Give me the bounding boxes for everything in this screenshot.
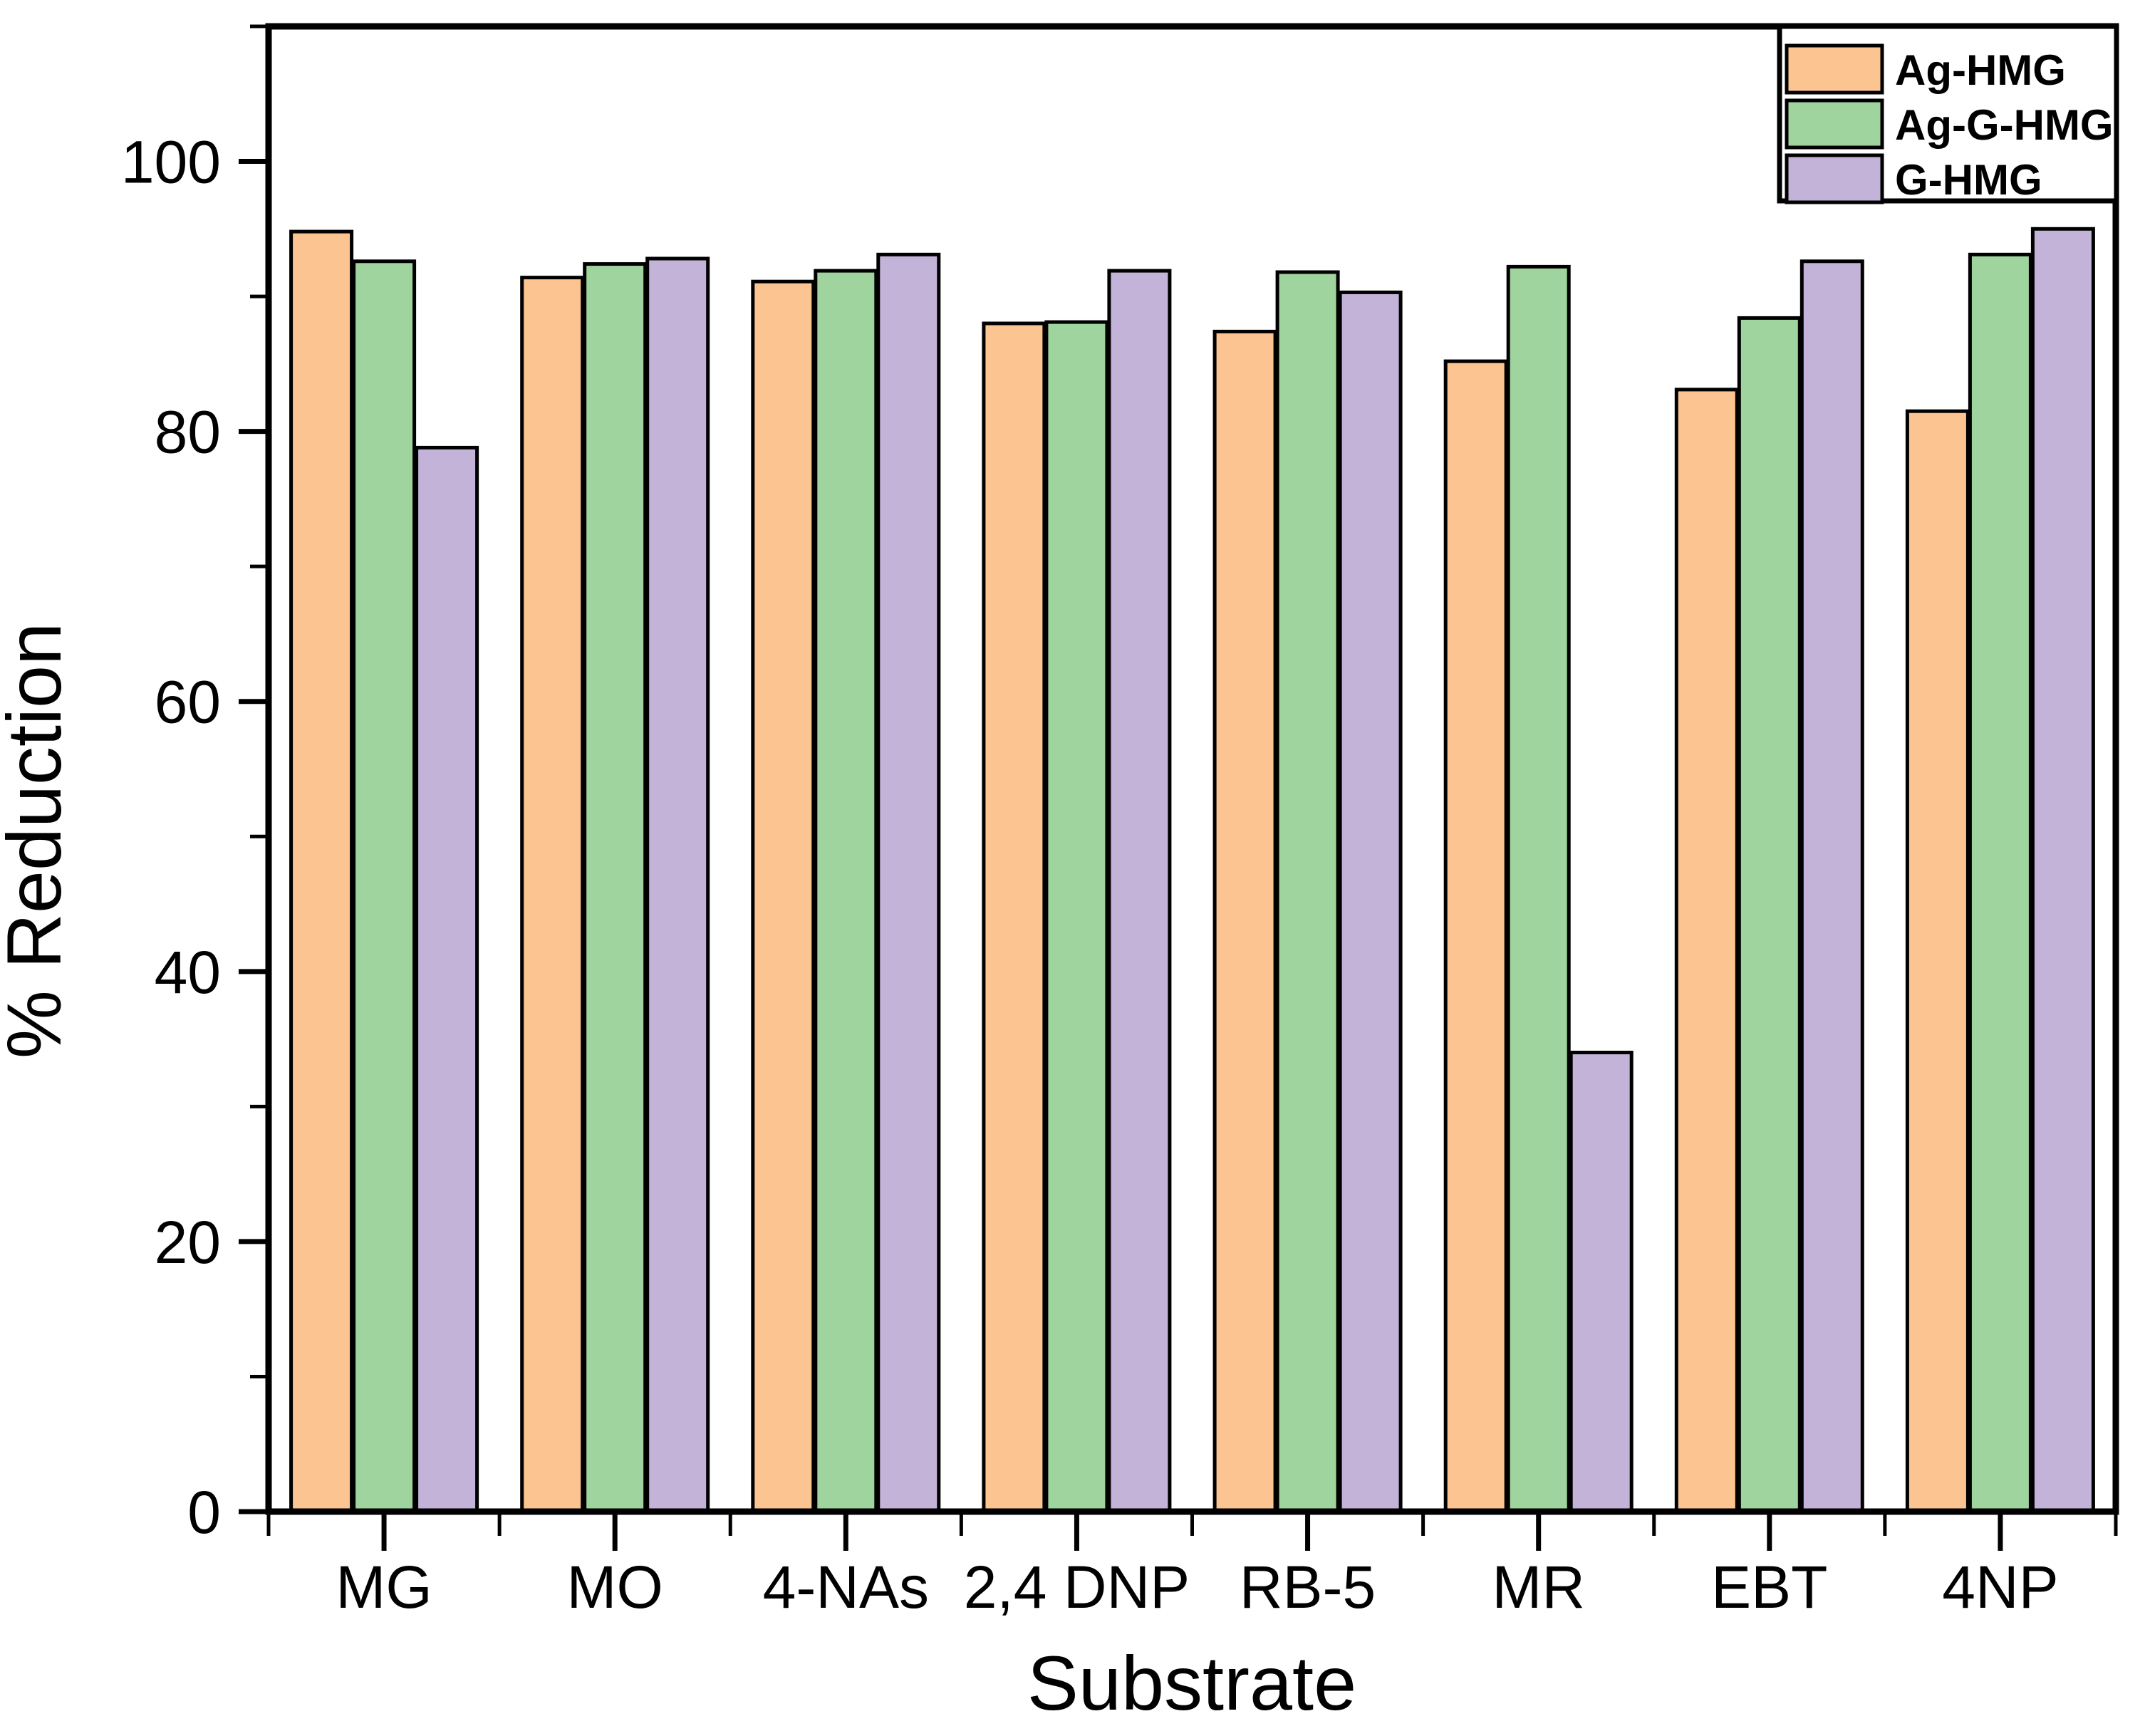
- bar-MO-G-HMG: [645, 256, 710, 1514]
- bar-RB-5-Ag-HMG: [1212, 329, 1277, 1514]
- y-tick-label-60: 60: [155, 669, 221, 736]
- bar-group-EBT: [1674, 259, 1864, 1514]
- bar-MG-G-HMG: [415, 445, 479, 1514]
- bar-MG-Ag-G-HMG: [352, 259, 417, 1514]
- bar-MO-Ag-HMG: [520, 276, 585, 1514]
- x-tick-label-2,4 DNP: 2,4 DNP: [964, 1554, 1190, 1621]
- bar-RB-5-Ag-G-HMG: [1275, 270, 1340, 1514]
- legend-entry-Ag-G-HMG: Ag-G-HMG: [1785, 98, 2114, 150]
- bar-EBT-G-HMG: [1799, 259, 1864, 1514]
- bar-group-4NP: [1905, 227, 2095, 1514]
- x-tick-label-4-NAs: 4-NAs: [763, 1554, 929, 1621]
- bar-EBT-Ag-HMG: [1674, 388, 1739, 1514]
- y-tick-label-0: 0: [187, 1479, 221, 1546]
- x-axis-ticks: MG MO 4-NAs 2,4 DNP RB-5 MR EBT 4NP: [266, 1512, 2118, 1621]
- legend-entry-G-HMG: G-HMG: [1785, 153, 2042, 204]
- x-tick-label-MO: MO: [567, 1554, 663, 1621]
- legend-swatch-Ag-HMG: [1785, 43, 1884, 95]
- bar-2,4 DNP-G-HMG: [1107, 269, 1172, 1514]
- x-tick-label-EBT: EBT: [1711, 1554, 1827, 1621]
- y-axis-ticks: 0 20 40 60 80 100: [121, 24, 269, 1546]
- x-tick-label-RB-5: RB-5: [1240, 1554, 1376, 1621]
- bar-4-NAs-G-HMG: [876, 252, 941, 1514]
- bar-group-2,4 DNP: [982, 269, 1172, 1514]
- bar-MO-Ag-G-HMG: [583, 262, 648, 1514]
- y-tick-label-80: 80: [155, 399, 221, 466]
- bar-MG-Ag-HMG: [289, 229, 354, 1514]
- bars-layer: [289, 227, 2095, 1514]
- bar-RB-5-G-HMG: [1338, 290, 1403, 1514]
- bar-group-MO: [520, 256, 710, 1514]
- y-tick-label-40: 40: [155, 939, 221, 1006]
- bar-2,4 DNP-Ag-G-HMG: [1044, 320, 1109, 1514]
- legend-swatch-Ag-G-HMG: [1785, 98, 1884, 150]
- bar-MR-Ag-G-HMG: [1506, 264, 1571, 1514]
- bar-4-NAs-Ag-HMG: [751, 279, 816, 1514]
- y-tick-label-20: 20: [155, 1209, 221, 1276]
- bar-group-MR: [1443, 264, 1634, 1514]
- x-axis-title: Substrate: [1027, 1640, 1356, 1726]
- legend-label-Ag-G-HMG: Ag-G-HMG: [1895, 101, 2114, 149]
- y-tick-label-100: 100: [121, 129, 221, 196]
- legend-swatch-G-HMG: [1785, 153, 1884, 204]
- x-tick-label-MR: MR: [1492, 1554, 1585, 1621]
- x-tick-label-MG: MG: [336, 1554, 432, 1621]
- bar-4NP-Ag-G-HMG: [1968, 252, 2032, 1514]
- bar-2,4 DNP-Ag-HMG: [982, 321, 1046, 1514]
- bar-4NP-Ag-HMG: [1905, 409, 1970, 1514]
- bar-EBT-Ag-G-HMG: [1737, 316, 1802, 1514]
- bar-group-RB-5: [1212, 270, 1403, 1514]
- bar-MR-Ag-HMG: [1443, 359, 1508, 1514]
- legend: Ag-HMG Ag-G-HMG G-HMG: [1777, 24, 2119, 204]
- bar-group-MG: [289, 229, 479, 1514]
- x-tick-label-4NP: 4NP: [1942, 1554, 2058, 1621]
- legend-entry-Ag-HMG: Ag-HMG: [1785, 43, 2066, 95]
- y-axis-title: % Reduction: [0, 623, 77, 1059]
- bar-4-NAs-Ag-G-HMG: [814, 269, 878, 1514]
- legend-label-Ag-HMG: Ag-HMG: [1895, 46, 2066, 94]
- bar-group-4-NAs: [751, 252, 941, 1514]
- legend-label-G-HMG: G-HMG: [1895, 156, 2042, 204]
- bar-4NP-G-HMG: [2030, 227, 2095, 1514]
- bar-MR-G-HMG: [1569, 1051, 1634, 1514]
